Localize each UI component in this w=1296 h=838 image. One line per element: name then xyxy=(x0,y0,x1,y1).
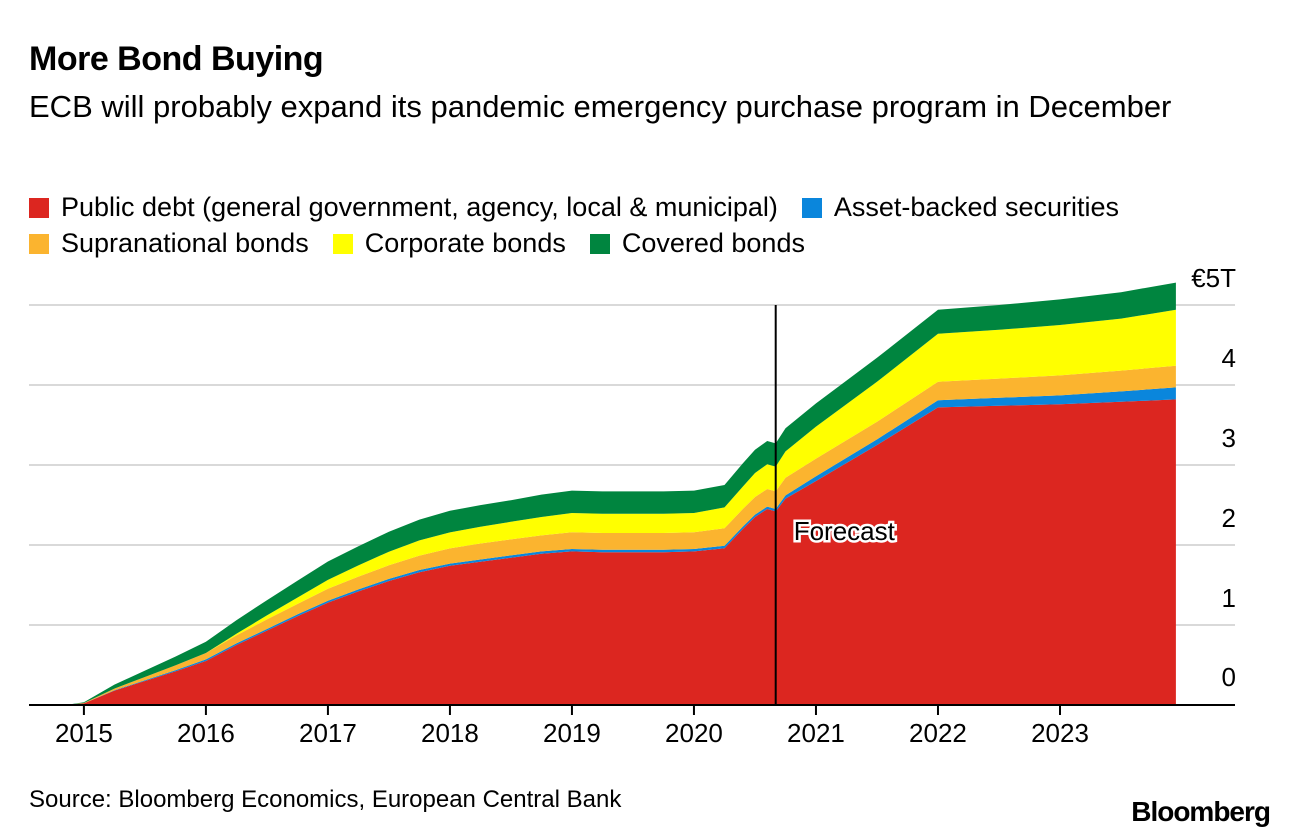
legend-label-abs: Asset-backed securities xyxy=(833,192,1120,222)
y-tick-label-2: 2 xyxy=(1222,503,1236,533)
legend-row-2: Supranational bonds Corporate bonds Cove… xyxy=(29,228,829,259)
legend-label-corporate: Corporate bonds xyxy=(364,228,566,258)
legend-item-public-debt: Public debt (general government, agency,… xyxy=(29,192,778,223)
legend-label-covered: Covered bonds xyxy=(621,228,805,258)
x-tick-label-2018: 2018 xyxy=(421,718,479,748)
legend-swatch-covered xyxy=(589,233,610,254)
area-covered-bonds xyxy=(65,282,1176,705)
y-tick-label-3: 3 xyxy=(1222,423,1236,453)
tick-labels: Forecast 2015 2016 2017 2018 2019 2020 2021 2022… xyxy=(55,263,1236,748)
y-tick-label-5: €5T xyxy=(1191,263,1236,293)
x-tick-label-2017: 2017 xyxy=(299,718,357,748)
x-tick-label-2019: 2019 xyxy=(543,718,601,748)
bloomberg-logo: Bloomberg xyxy=(1131,796,1271,827)
y-tick-label-4: 4 xyxy=(1222,343,1236,373)
legend-row-1: Public debt (general government, agency,… xyxy=(29,192,1143,223)
axes xyxy=(29,305,1235,715)
legend-item-abs: Asset-backed securities xyxy=(801,192,1120,223)
x-tick-label-2021: 2021 xyxy=(787,718,845,748)
source-note: Source: Bloomberg Economics, European Ce… xyxy=(29,786,622,813)
legend-swatch-abs xyxy=(801,197,822,218)
forecast-label: Forecast xyxy=(794,516,896,546)
x-tick-label-2020: 2020 xyxy=(665,718,723,748)
area-series xyxy=(65,282,1176,705)
area-supranational-bonds xyxy=(65,365,1176,705)
legend-swatch-supranational xyxy=(29,233,49,254)
legend-label-public-debt: Public debt (general government, agency,… xyxy=(61,192,778,222)
x-tick-label-2022: 2022 xyxy=(909,718,967,748)
y-tick-label-0: 0 xyxy=(1222,662,1236,692)
y-tick-label-1: 1 xyxy=(1222,583,1236,613)
chart-subtitle: ECB will probably expand its pandemic em… xyxy=(29,89,1172,124)
x-tick-label-2023: 2023 xyxy=(1031,718,1089,748)
x-tick-label-2016: 2016 xyxy=(177,718,235,748)
legend-swatch-public-debt xyxy=(29,197,49,218)
legend-swatch-corporate xyxy=(332,233,353,254)
legend-item-supranational: Supranational bonds xyxy=(29,228,309,259)
legend-item-corporate: Corporate bonds xyxy=(332,228,566,259)
legend-label-supranational: Supranational bonds xyxy=(61,228,309,258)
area-corporate-bonds xyxy=(65,309,1176,705)
x-tick-label-2015: 2015 xyxy=(55,718,113,748)
chart-title: More Bond Buying xyxy=(29,40,324,78)
legend-item-covered: Covered bonds xyxy=(589,228,805,259)
